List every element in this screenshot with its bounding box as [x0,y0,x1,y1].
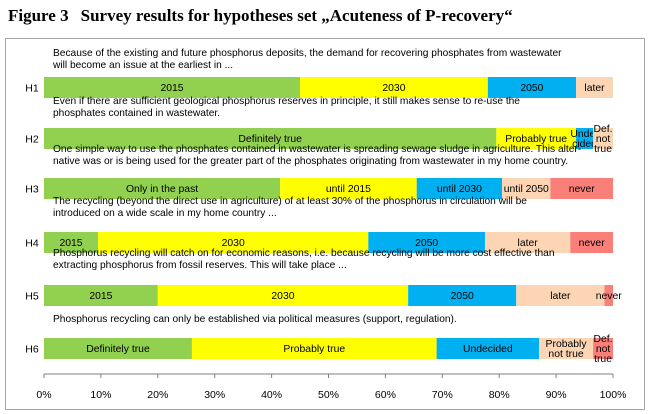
segment-label: Only in the past [126,184,198,195]
figure-number: Figure 3 [8,6,69,25]
segment-label: later [518,238,539,249]
question-text-line: One simple way to use the phosphates con… [53,144,581,155]
segment-label: until 2015 [326,184,371,195]
segment-label: 2030 [271,291,294,302]
segment-label: later [550,291,571,302]
segment-label: later [584,83,605,94]
x-tick-label: 100% [600,389,627,401]
segment-label: 2050 [520,83,543,94]
bar-segment [368,232,485,253]
row-label-h1: H1 [25,83,39,95]
question-text-line: will become an issue at the earliest in … [52,60,233,71]
segment-label: Definitely true [86,344,150,355]
x-tick-label: 70% [432,389,453,401]
bar-segment [157,285,409,306]
segment-label: until 2050 [504,184,549,195]
segment-label: until 2030 [437,184,482,195]
x-tick-label: 50% [318,389,339,401]
segment-label: Probably true [283,344,345,355]
question-text-line: phosphates contained in wastewater. [53,108,220,119]
question-text-line: native was or is being used for the grea… [53,156,568,167]
bar-segment [44,285,158,306]
x-tick-label: 90% [546,389,567,401]
segment-label: Undecided [463,344,513,355]
bar-segment [576,77,613,98]
x-tick-label: 40% [261,389,282,401]
bar-segment [44,128,497,149]
bar-segment [98,232,369,253]
segment-label: 2050 [451,291,474,302]
x-tick-label: 60% [375,389,396,401]
bar-segment [570,232,613,253]
segment-label: never [569,184,596,195]
figure-title: Figure 3 Survey results for hypotheses se… [8,6,513,26]
bar-segment [436,338,540,359]
bar-segment [576,128,594,149]
question-text-line: Because of the existing and future phosp… [53,48,562,59]
segment-label: 2015 [160,83,183,94]
segment-label: Unde-cided [570,129,598,150]
bar-segment [300,77,488,98]
bar-segment [44,232,99,253]
segment-label: Probably not true [546,339,588,360]
row-label-h3: H3 [25,184,39,196]
bar-segment [44,77,301,98]
question-text-line: Phosphorus recycling will catch on for e… [53,248,555,259]
bar-segment [44,178,281,199]
segment-label: 2015 [89,291,112,302]
bar-segment [408,285,517,306]
bar-segment [191,338,437,359]
bar-segment [593,338,613,359]
bar-segment [44,338,192,359]
question-text-line: introduced on a wide scale in my home co… [53,208,277,219]
bar-segment [593,128,613,149]
bar-segment [484,232,571,253]
row-label-h5: H5 [25,291,39,303]
bar-segment [487,77,577,98]
bar-segment [502,178,551,199]
bar-segment [604,285,613,306]
segment-label: 2015 [59,238,82,249]
segment-label: never [596,291,623,302]
segment-label: 2050 [415,238,438,249]
bar-segment [280,178,417,199]
bar-segment [539,338,594,359]
bar-segment [550,178,613,199]
segment-label: never [579,238,606,249]
segment-label: Definitely true [238,134,302,145]
segment-label: 2030 [222,238,245,249]
figure-title-text: Survey results for hypotheses set „Acute… [80,6,513,25]
question-text-line: extracting phosphorus from fossil reserv… [53,260,347,271]
segment-label: 2030 [382,83,405,94]
row-label-h6: H6 [25,344,39,356]
segment-label: Def. not true [594,124,613,155]
row-label-h2: H2 [25,134,39,146]
x-tick-label: 30% [204,389,225,401]
row-label-h4: H4 [25,238,39,250]
bar-segment [516,285,605,306]
x-tick-label: 0% [36,389,51,401]
segment-label: Probably true [505,134,567,145]
chart-frame [5,38,645,410]
x-tick-label: 20% [147,389,168,401]
x-tick-label: 10% [90,389,111,401]
bar-segment [496,128,577,149]
x-tick-label: 80% [489,389,510,401]
question-text-line: Even if there are sufficient geological … [53,96,520,107]
segment-label: Def. not true [594,334,613,365]
question-text-line: Phosphorus recycling can only be establi… [53,314,457,325]
question-text-line: The recycling (beyond the direct use in … [53,196,527,207]
bar-segment [416,178,503,199]
